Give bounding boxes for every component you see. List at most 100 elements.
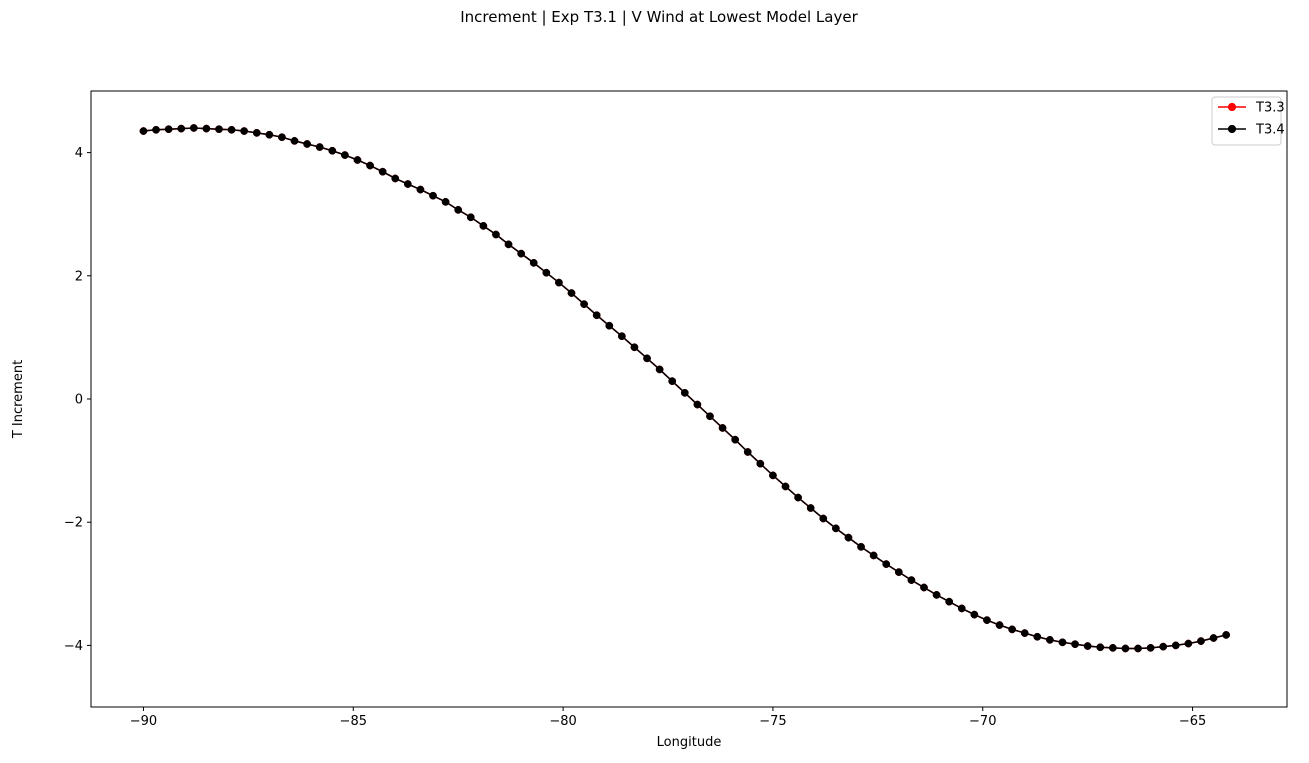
x-tick-label: −90 <box>130 714 157 729</box>
x-axis: −90 −85 −80 −75 −70 −65 <box>130 707 1206 729</box>
y-axis-label: T Increment <box>11 360 26 439</box>
data-point <box>592 311 601 320</box>
x-tick-label: −80 <box>549 714 576 729</box>
data-point <box>1171 641 1180 650</box>
data-point <box>605 321 614 330</box>
x-tick-label: −70 <box>969 714 996 729</box>
y-tick-label: 4 <box>75 146 83 161</box>
data-point <box>769 471 777 480</box>
data-point <box>1121 644 1130 653</box>
data-point <box>1134 644 1142 653</box>
legend-marker-t3-4 <box>1227 124 1237 134</box>
data-point <box>353 156 362 164</box>
data-point <box>718 424 727 432</box>
data-point <box>920 583 928 592</box>
data-point <box>466 213 475 222</box>
data-point <box>630 343 639 352</box>
data-point <box>995 621 1004 629</box>
data-point <box>252 129 261 137</box>
data-point <box>1146 644 1155 652</box>
data-point <box>655 365 664 374</box>
data-point <box>1008 625 1016 634</box>
data-point <box>189 124 198 132</box>
data-point <box>391 174 400 183</box>
x-tick-label: −65 <box>1179 714 1206 729</box>
y-tick-label: 2 <box>75 269 83 284</box>
data-point <box>882 560 891 568</box>
data-point <box>1222 631 1231 639</box>
data-point <box>315 143 324 151</box>
plot-area <box>91 91 1287 707</box>
data-point <box>907 576 916 584</box>
data-point <box>542 268 551 277</box>
data-point <box>983 616 991 624</box>
data-point <box>781 482 790 491</box>
data-point <box>492 230 500 239</box>
data-point <box>328 146 337 155</box>
data-point <box>378 167 387 176</box>
data-point <box>215 125 223 134</box>
y-tick-label: −4 <box>64 639 83 654</box>
data-point <box>517 249 525 258</box>
data-point <box>202 124 211 133</box>
data-point <box>580 300 588 308</box>
data-point <box>844 533 853 542</box>
data-point <box>1058 638 1067 647</box>
data-point <box>416 185 425 194</box>
data-point <box>1083 642 1092 650</box>
data-point <box>341 151 349 159</box>
chart-title: Increment | Exp T3.1 | V Wind at Lowest … <box>460 8 858 26</box>
data-point <box>643 354 651 363</box>
data-point <box>693 400 702 409</box>
data-point <box>504 240 513 249</box>
data-point <box>618 332 626 341</box>
data-point <box>819 514 828 523</box>
data-point <box>743 448 752 456</box>
y-tick-label: −2 <box>64 516 83 531</box>
data-point <box>529 259 538 267</box>
data-point <box>970 610 979 619</box>
data-point <box>1096 643 1105 652</box>
legend-marker-t3-3 <box>1227 102 1237 112</box>
data-point <box>403 180 412 188</box>
data-point <box>227 125 236 134</box>
data-point <box>1197 637 1205 645</box>
data-point <box>756 459 765 468</box>
data-point <box>932 591 941 599</box>
data-point <box>567 289 576 297</box>
data-point <box>454 206 463 214</box>
data-point <box>806 504 815 512</box>
data-point <box>680 388 689 397</box>
data-point <box>152 125 160 134</box>
series-layer <box>139 124 1231 653</box>
data-point <box>945 597 954 606</box>
y-axis: −4 −2 0 2 4 <box>64 146 91 654</box>
data-point <box>668 377 677 385</box>
data-point <box>366 161 374 170</box>
data-point <box>441 198 450 206</box>
data-point <box>1109 644 1117 652</box>
legend: T3.3 T3.4 <box>1211 96 1285 146</box>
data-point <box>857 542 865 551</box>
data-point <box>1159 642 1168 651</box>
data-point <box>278 133 286 142</box>
legend-label-t3-4: T3.4 <box>1255 123 1285 138</box>
x-tick-label: −75 <box>759 714 786 729</box>
data-point <box>555 278 563 287</box>
data-point <box>1071 640 1079 649</box>
plot-frame <box>90 90 1288 708</box>
data-point <box>869 551 878 560</box>
data-point <box>164 125 173 134</box>
data-point <box>832 524 840 533</box>
data-point <box>706 412 714 421</box>
data-point <box>957 604 966 613</box>
data-point <box>794 493 802 502</box>
data-point <box>139 127 148 135</box>
data-point <box>731 435 740 444</box>
data-point <box>894 568 903 576</box>
data-point <box>1046 636 1054 644</box>
data-point <box>303 140 311 148</box>
data-point <box>429 191 437 200</box>
data-point <box>1020 629 1029 637</box>
